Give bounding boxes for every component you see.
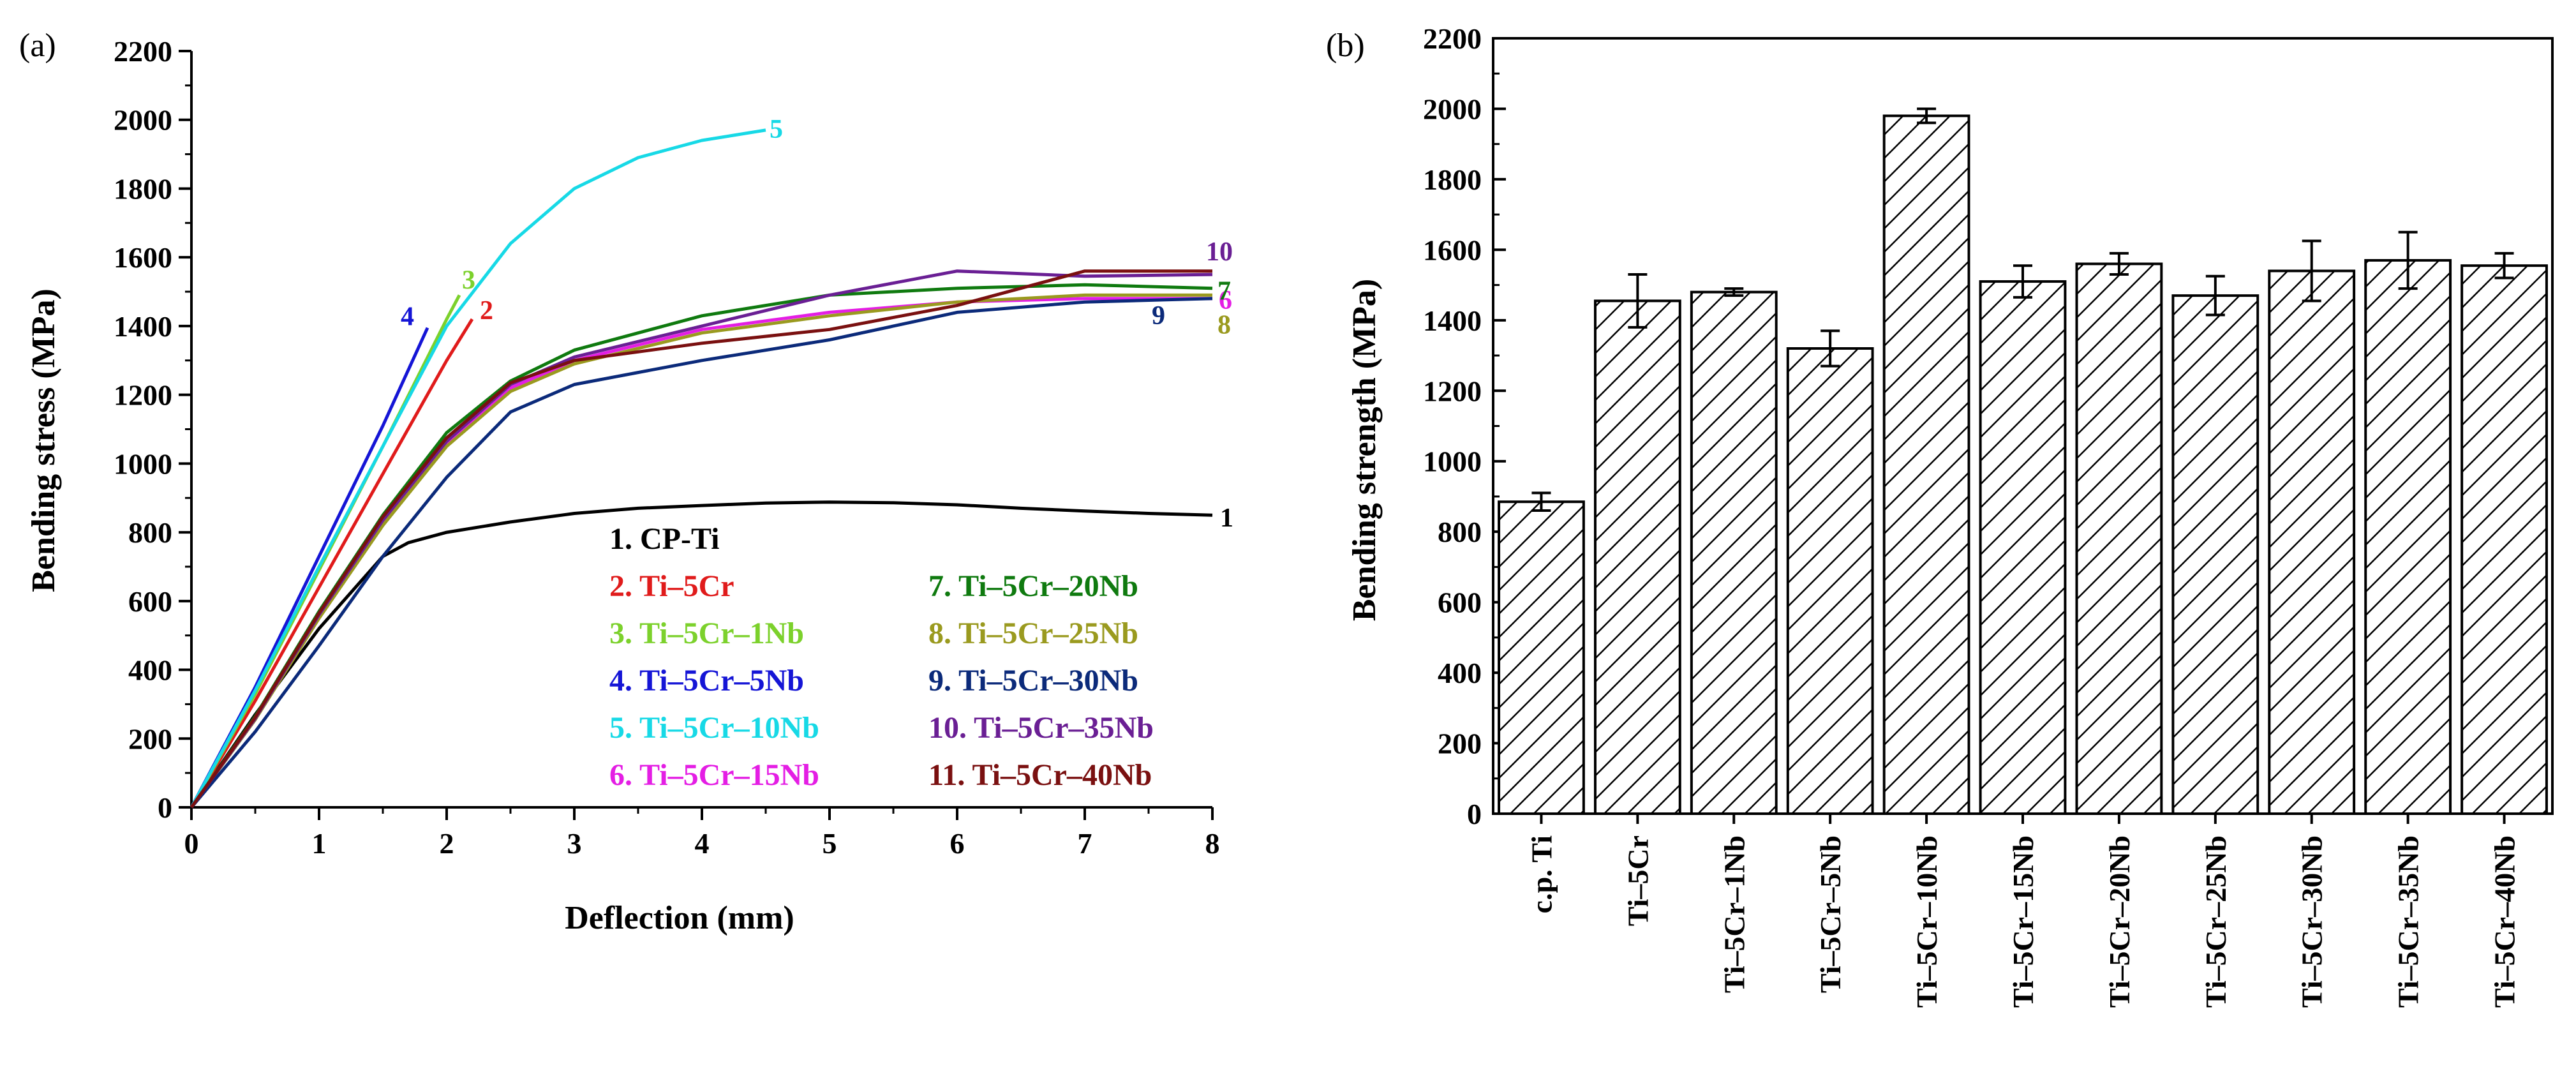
panel-a-y-axis-label: Bending stress (MPa): [26, 288, 62, 592]
panel-b-y-tick-label: 2200: [1423, 22, 1482, 55]
series-end-label-7: 7: [1217, 277, 1231, 306]
panel-a-y-tick-label: 400: [128, 654, 172, 687]
series-end-label-9: 9: [1152, 301, 1165, 331]
category-label-2: Ti–5Cr–1Nb: [1718, 835, 1750, 993]
series-line-9: [190, 297, 1213, 809]
panel-b-y-tick-label: 2000: [1423, 93, 1482, 125]
panel-b-y-tick-label: 400: [1438, 657, 1482, 689]
legend-entry-3: 3. Ti–5Cr–1Nb: [609, 616, 804, 650]
bar-0: [1498, 500, 1585, 815]
bar-7: [2171, 294, 2260, 815]
panel-b-y-tick-label: 800: [1438, 516, 1482, 548]
category-label-4: Ti–5Cr–10Nb: [1910, 835, 1943, 1008]
bar-3: [1786, 347, 1874, 815]
series-end-label-10: 10: [1206, 237, 1233, 267]
panel-a-y-tick-label: 2000: [114, 104, 172, 137]
panel-a-y-tick-label: 1600: [114, 241, 172, 274]
series-end-label-4: 4: [401, 303, 414, 332]
panel-a-x-tick-label: 8: [1205, 827, 1220, 860]
category-label-7: Ti–5Cr–25Nb: [2200, 835, 2232, 1008]
legend-entry-6: 6. Ti–5Cr–15Nb: [609, 758, 819, 792]
series-end-label-1: 1: [1220, 504, 1233, 533]
bar-2: [1690, 290, 1778, 815]
legend-entry-11: 11. Ti–5Cr–40Nb: [928, 758, 1152, 792]
panel-a-line-chart: (a) 0 200 400 600 800 1000 1200 1400 1600 1800 200…: [19, 27, 1233, 936]
panel-a-y-tick-label: 1000: [114, 447, 172, 480]
panel-a-x-tick-label: 5: [823, 827, 837, 860]
series-line-5: [190, 128, 766, 809]
panel-a-axes: 0200400600800100012001400160018002000220…: [114, 35, 1220, 860]
series-end-label-3: 3: [462, 265, 475, 295]
panel-a-x-tick-label: 4: [695, 827, 710, 860]
panel-a-y-tick-label: 200: [128, 722, 172, 755]
panel-a-x-tick-label: 1: [312, 827, 327, 860]
panel-a-y-tick-label: 2200: [114, 35, 172, 68]
series-end-label-5: 5: [770, 115, 783, 144]
legend-entry-1: 1. CP-Ti: [609, 522, 719, 556]
panel-a-y-tick-label: 0: [158, 791, 172, 824]
series-end-label-8: 8: [1217, 310, 1231, 340]
bar-6: [2075, 262, 2163, 816]
panel-a-x-tick-label: 7: [1078, 827, 1092, 860]
legend-entry-9: 9. Ti–5Cr–30Nb: [928, 664, 1138, 698]
panel-a-x-axis-label: Deflection (mm): [565, 900, 794, 936]
series-line-4: [190, 327, 429, 809]
category-label-10: Ti–5Cr–40Nb: [2489, 835, 2521, 1008]
panel-b-y-tick-label: 200: [1438, 728, 1482, 760]
panel-a-label: (a): [19, 27, 56, 64]
legend-entry-7: 7. Ti–5Cr–20Nb: [928, 569, 1138, 603]
panel-a-x-tick-label: 3: [567, 827, 582, 860]
legend-entry-2: 2. Ti–5Cr: [609, 569, 734, 603]
series-line-1: [190, 500, 1213, 809]
panel-b-bars: [1498, 107, 2548, 824]
legend-entry-8: 8. Ti–5Cr–25Nb: [928, 616, 1138, 650]
legend-entry-4: 4. Ti–5Cr–5Nb: [609, 664, 804, 698]
panel-b-y-tick-label: 0: [1467, 798, 1482, 830]
panel-b-label: (b): [1326, 27, 1365, 64]
category-label-0: c.p. Ti: [1525, 835, 1558, 914]
panel-b-y-tick-label: 1000: [1423, 445, 1482, 478]
panel-a-y-tick-label: 1200: [114, 379, 172, 412]
panel-a-y-tick-label: 800: [128, 516, 172, 549]
panel-a-x-tick-label: 2: [440, 827, 454, 860]
bar-8: [2268, 269, 2356, 815]
category-label-8: Ti–5Cr–30Nb: [2296, 835, 2328, 1008]
bar-5: [1979, 280, 2067, 815]
panel-b-category-labels: c.p. Ti Ti–5Cr Ti–5Cr–1Nb Ti–5Cr–5Nb Ti–5Cr–…: [1525, 835, 2520, 1008]
panel-b-y-tick-label: 600: [1438, 587, 1482, 619]
panel-b-y-axis-label: Bending strength (MPa): [1346, 279, 1383, 621]
category-label-6: Ti–5Cr–20Nb: [2103, 835, 2136, 1008]
panel-b-y-tick-label: 1600: [1423, 234, 1482, 266]
panel-b-y-tick-label: 1400: [1423, 304, 1482, 337]
series-end-label-6: 6: [1219, 286, 1232, 315]
legend-entry-10: 10. Ti–5Cr–35Nb: [928, 711, 1154, 745]
panel-a-y-tick-label: 600: [128, 585, 172, 618]
panel-a-x-tick-label: 0: [184, 827, 199, 860]
panel-a-series: [190, 128, 1213, 809]
panel-a-y-tick-label: 1800: [114, 172, 172, 205]
series-line-11: [190, 269, 1212, 809]
bar-9: [2364, 258, 2452, 815]
legend-entry-5: 5. Ti–5Cr–10Nb: [609, 711, 819, 745]
bar-1: [1593, 299, 1681, 815]
series-line-2: [190, 318, 474, 809]
series-end-label-2: 2: [480, 296, 493, 325]
panel-a-legend: 1. CP-Ti 2. Ti–5Cr 3. Ti–5Cr–1Nb 4. Ti–5Cr–…: [609, 522, 1154, 792]
category-label-1: Ti–5Cr: [1621, 835, 1654, 926]
panel-a-x-tick-label: 6: [950, 827, 965, 860]
bar-4: [1882, 114, 1970, 815]
category-label-3: Ti–5Cr–5Nb: [1814, 835, 1847, 993]
panel-a-y-tick-label: 1400: [114, 310, 172, 343]
category-label-9: Ti–5Cr–35Nb: [2392, 835, 2425, 1008]
panel-b-bar-chart: (b) 0 200 400 600 800 1000 1200 1400 1600 1800 200…: [1326, 22, 2554, 1008]
category-label-5: Ti–5Cr–15Nb: [2007, 835, 2039, 1008]
bar-10: [2461, 264, 2548, 816]
panel-b-y-tick-label: 1800: [1423, 163, 1482, 196]
panel-b-y-tick-label: 1200: [1423, 375, 1482, 407]
